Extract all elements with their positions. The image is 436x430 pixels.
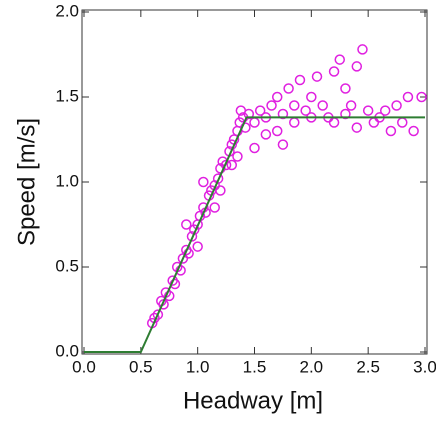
data-point [232,151,243,162]
data-point [254,105,266,116]
data-point [328,66,340,77]
fit-line [84,116,425,353]
y-tick-label: 1.5 [55,86,79,105]
data-point [164,290,175,302]
data-point [402,91,414,103]
y-tick-label: 0.0 [55,341,79,360]
x-tick-label: 0.5 [129,357,153,376]
data-point [391,100,402,111]
data-point [416,91,427,103]
data-point [300,105,311,116]
data-point [271,91,283,103]
data-point [351,61,363,72]
data-point [408,125,419,137]
plot-frame [81,9,428,355]
data-point [340,108,351,120]
data-point [340,83,351,94]
data-point [266,100,277,111]
data-point [294,74,306,86]
data-point [283,83,294,94]
data-point [212,173,224,184]
data-point [334,54,345,65]
data-point [311,71,323,82]
data-point [249,142,260,154]
x-tick-label: 2.0 [300,357,324,376]
data-point [397,117,408,128]
y-axis-label: Speed [m/s] [13,118,40,246]
data-point [351,122,363,133]
data-point [198,176,209,188]
data-point [226,159,238,171]
x-axis-label: Headway [m] [183,387,323,414]
data-point [209,202,220,213]
y-tick-label: 2.0 [55,1,79,20]
data-point [306,91,317,103]
data-point [289,100,300,111]
y-tick-label: 0.5 [55,256,79,275]
data-point [215,163,226,174]
data-point [249,117,260,128]
data-point [277,108,289,120]
x-tick-label: 1.5 [243,357,267,376]
data-point [192,241,203,252]
data-point [181,219,192,230]
data-point [277,139,289,150]
data-point [260,129,272,140]
x-tick-label: 3.0 [413,357,436,376]
data-point [328,117,340,128]
data-point [345,100,357,111]
data-point [357,44,368,55]
y-tick-label: 1.0 [55,171,79,190]
x-tick-label: 0.0 [72,357,96,376]
data-point [271,125,283,137]
data-point [317,100,328,111]
data-point [215,185,226,196]
data-point [243,108,255,120]
data-point [152,309,164,320]
data-point [183,248,194,259]
data-point [385,125,397,137]
data-point [368,117,380,128]
x-tick-label: 1.0 [186,357,210,376]
data-point [362,105,374,116]
x-tick-label: 2.5 [356,357,380,376]
data-point [289,117,300,128]
data-point [379,105,391,116]
